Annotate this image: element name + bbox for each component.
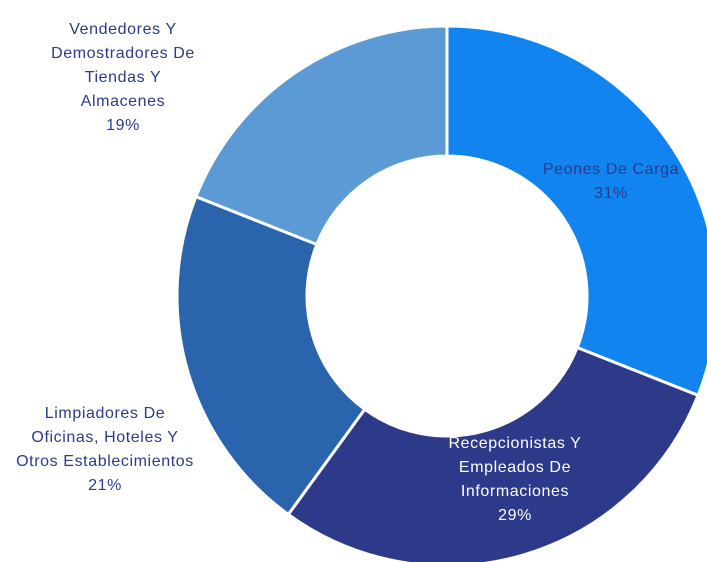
value-label: 21% <box>88 477 122 494</box>
slice <box>194 24 449 247</box>
slice <box>445 24 707 398</box>
category: Vendedores Y Demostradores De Tiendas Y … <box>51 21 195 110</box>
value-label: 19% <box>106 117 140 134</box>
category: Limpiadores De Oficinas, Hoteles Y Otros… <box>16 405 194 470</box>
value-label: 29% <box>498 507 532 524</box>
slice <box>175 194 367 517</box>
category: Peones De Carga <box>542 161 680 178</box>
slice-label: Recepcionistas Y Empleados De Informacio… <box>425 432 605 528</box>
slice <box>286 345 700 562</box>
value-label: 31% <box>594 185 628 202</box>
slice-label: Vendedores Y Demostradores De Tiendas Y … <box>43 18 203 138</box>
category: Recepcionistas Y Empleados De Informacio… <box>448 435 582 500</box>
slice-label: Limpiadores De Oficinas, Hoteles Y Otros… <box>13 402 198 498</box>
slice-label: Peones De Carga 31% <box>506 158 707 206</box>
